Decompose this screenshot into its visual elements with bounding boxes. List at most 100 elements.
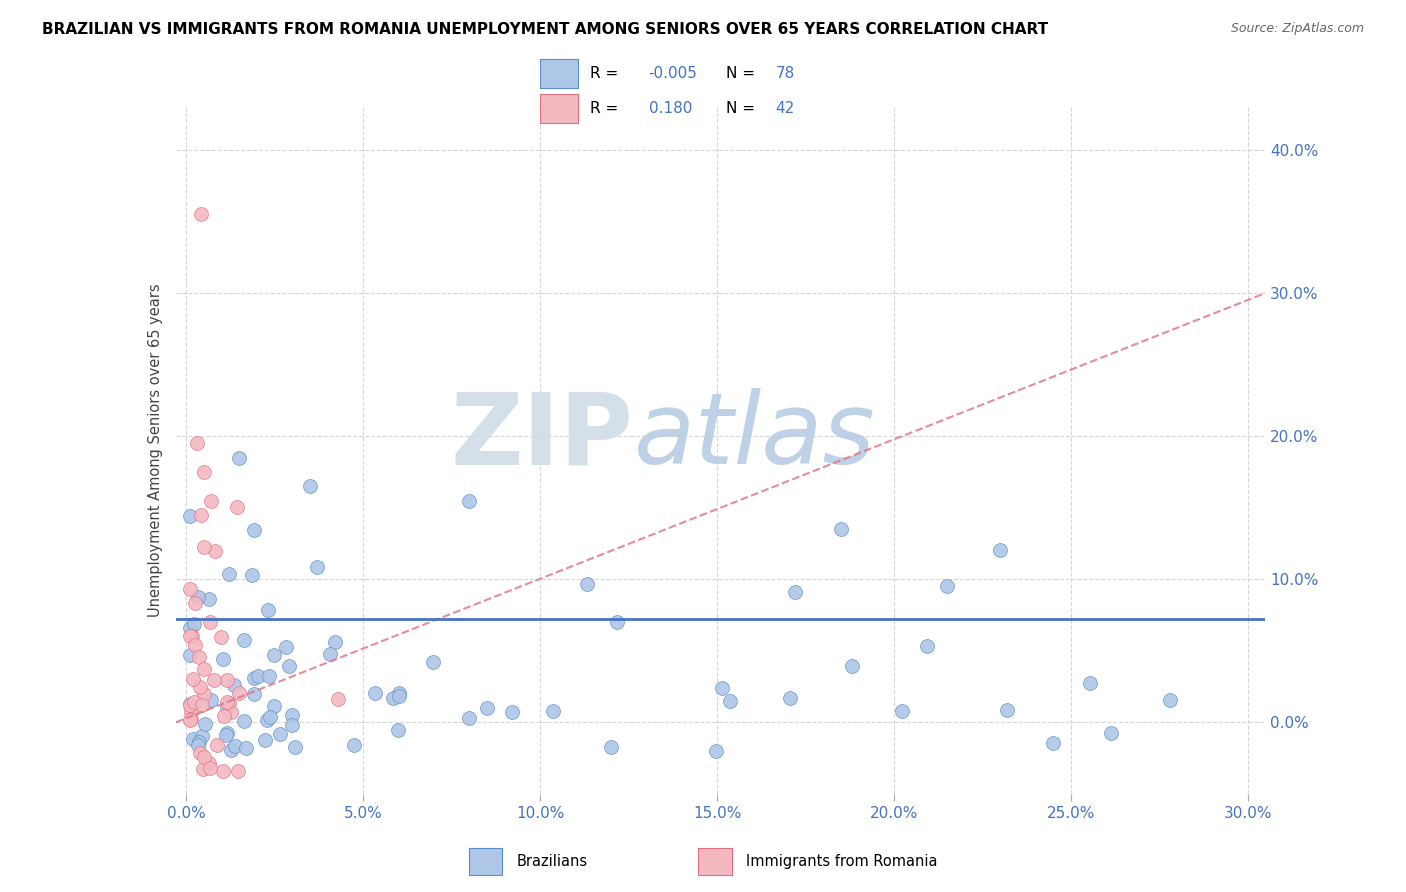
Point xyxy=(188,746,211,760)
Point xyxy=(226,500,249,514)
Point xyxy=(422,655,444,669)
Text: Source: ZipAtlas.com: Source: ZipAtlas.com xyxy=(1230,22,1364,36)
Point xyxy=(180,629,202,643)
Point xyxy=(274,640,297,654)
Point xyxy=(243,671,266,685)
Point xyxy=(218,566,240,581)
Point xyxy=(256,713,278,727)
Point xyxy=(710,681,733,696)
Point xyxy=(228,764,250,778)
Point xyxy=(219,742,242,756)
Point xyxy=(193,662,215,676)
Point xyxy=(1042,736,1064,750)
Point xyxy=(475,701,498,715)
Point xyxy=(458,493,481,508)
Point xyxy=(915,640,938,654)
Point xyxy=(228,686,250,700)
Point xyxy=(235,741,257,756)
Point xyxy=(188,680,211,694)
Text: -0.005: -0.005 xyxy=(648,66,697,81)
Point xyxy=(191,698,214,713)
Point xyxy=(193,762,215,776)
Point xyxy=(575,577,598,591)
Point xyxy=(388,689,411,703)
Point xyxy=(188,650,211,665)
Text: N =: N = xyxy=(725,66,755,81)
Point xyxy=(193,750,215,764)
Point xyxy=(183,596,205,610)
Point xyxy=(990,542,1012,557)
Point xyxy=(259,669,281,683)
Text: 42: 42 xyxy=(776,102,794,116)
Point xyxy=(212,709,235,723)
Point xyxy=(382,691,405,706)
Point xyxy=(228,450,250,465)
Point xyxy=(501,706,523,720)
Point xyxy=(187,735,209,749)
Point xyxy=(343,738,366,752)
Point xyxy=(219,706,242,720)
Point xyxy=(194,716,217,731)
Point xyxy=(179,713,201,727)
Point xyxy=(224,739,246,754)
FancyBboxPatch shape xyxy=(468,848,502,875)
Point xyxy=(890,705,912,719)
Point xyxy=(606,615,628,629)
Point xyxy=(179,508,201,523)
Point xyxy=(179,629,201,643)
Point xyxy=(183,617,205,632)
Point xyxy=(457,711,479,725)
Point xyxy=(215,726,238,740)
Point xyxy=(198,756,221,770)
Point xyxy=(184,638,207,652)
Point xyxy=(254,732,277,747)
Point xyxy=(181,732,204,747)
Text: 78: 78 xyxy=(776,66,794,81)
Point xyxy=(218,696,240,710)
Point xyxy=(299,479,322,493)
Point xyxy=(278,659,301,673)
Point xyxy=(187,591,209,605)
Point xyxy=(936,579,959,593)
Point xyxy=(599,739,621,754)
Point xyxy=(193,540,215,554)
Point xyxy=(233,714,256,728)
Point xyxy=(212,764,235,778)
Text: 0.180: 0.180 xyxy=(648,102,692,116)
Point xyxy=(179,621,201,635)
Point xyxy=(179,698,201,712)
Point xyxy=(198,761,221,775)
Point xyxy=(200,693,222,707)
Point xyxy=(186,436,208,450)
Point xyxy=(387,723,409,738)
Point xyxy=(247,668,270,682)
Point xyxy=(704,744,727,758)
Point xyxy=(263,648,285,662)
Point xyxy=(307,559,329,574)
Point xyxy=(841,658,863,673)
Text: ZIP: ZIP xyxy=(450,388,633,485)
Point xyxy=(212,652,235,666)
Text: N =: N = xyxy=(725,102,755,116)
Point xyxy=(1159,693,1181,707)
Point xyxy=(541,704,564,718)
Point xyxy=(198,592,221,607)
Point xyxy=(830,522,852,536)
Point xyxy=(263,698,285,713)
Point xyxy=(180,705,202,719)
Point xyxy=(190,207,212,221)
Point xyxy=(388,686,411,700)
Point xyxy=(240,568,263,582)
Point xyxy=(202,673,225,688)
Point xyxy=(190,508,212,522)
Point xyxy=(215,673,238,688)
Point xyxy=(1078,676,1101,690)
FancyBboxPatch shape xyxy=(540,59,578,87)
Text: Brazilians: Brazilians xyxy=(516,855,588,869)
Point xyxy=(205,738,228,752)
Point xyxy=(233,633,256,648)
Point xyxy=(325,635,347,649)
Y-axis label: Unemployment Among Seniors over 65 years: Unemployment Among Seniors over 65 years xyxy=(148,284,163,617)
Text: Immigrants from Romania: Immigrants from Romania xyxy=(747,855,938,869)
Point xyxy=(215,701,238,715)
